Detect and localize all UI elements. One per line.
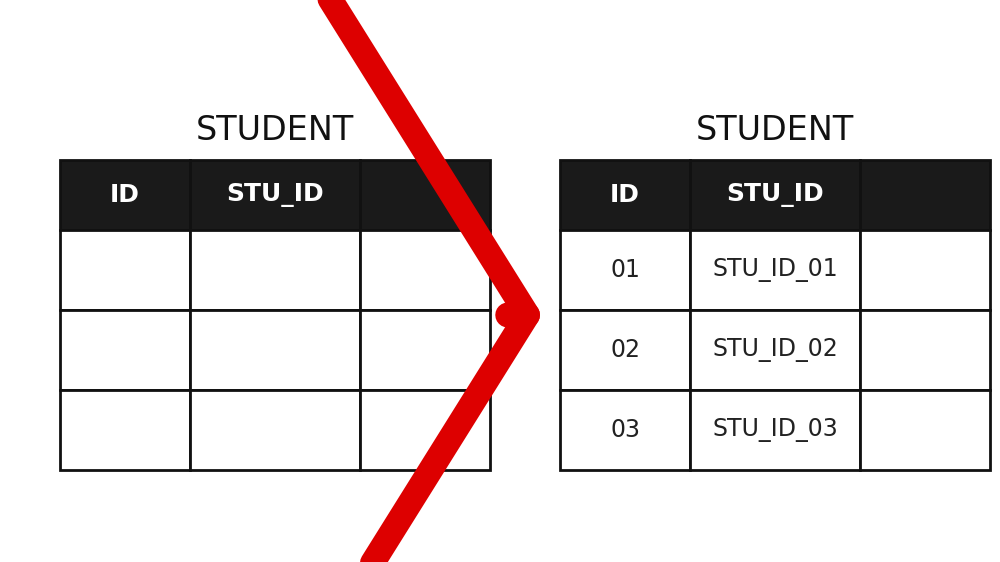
Text: 02: 02 [610,338,640,362]
Bar [860,160,990,230]
Text: 03: 03 [610,418,640,442]
Text: STU_ID_01: STU_ID_01 [712,258,838,282]
Bar [60,390,190,470]
Bar [690,160,860,230]
Bar [190,160,360,230]
Bar [60,310,190,390]
Text: STU_ID_02: STU_ID_02 [712,338,838,362]
Text: 01: 01 [610,258,640,282]
Bar [560,310,690,390]
Bar [190,230,360,310]
Bar [60,230,190,310]
Text: STUDENT: STUDENT [696,114,854,147]
Bar [690,310,860,390]
Bar [560,230,690,310]
Text: ID: ID [110,183,140,207]
Bar [360,160,490,230]
Bar [60,160,190,230]
Bar [560,160,690,230]
Text: STU_ID: STU_ID [726,183,824,207]
Bar [360,310,490,390]
Bar [860,390,990,470]
Text: STUDENT: STUDENT [196,114,354,147]
Text: STU_ID_03: STU_ID_03 [712,418,838,442]
Text: STU_ID: STU_ID [226,183,324,207]
Bar [860,230,990,310]
Bar [190,310,360,390]
Bar [860,310,990,390]
Bar [190,390,360,470]
Bar [560,390,690,470]
Bar [360,390,490,470]
Bar [690,230,860,310]
Bar [360,230,490,310]
Bar [690,390,860,470]
Text: ID: ID [610,183,640,207]
